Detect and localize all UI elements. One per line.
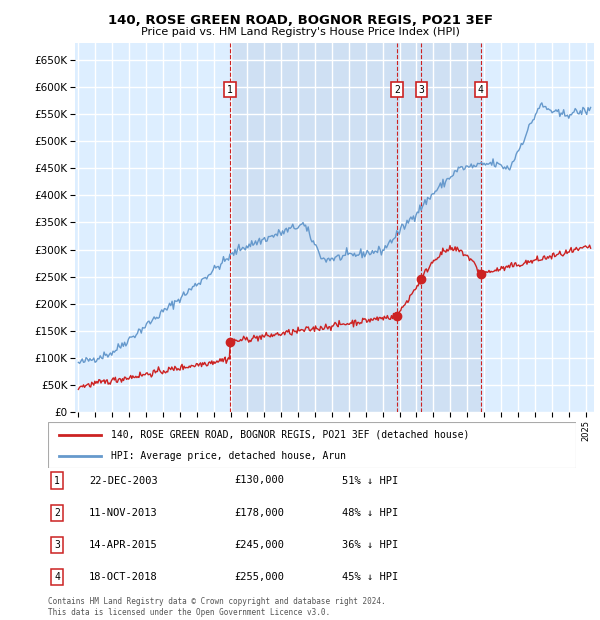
Text: HPI: Average price, detached house, Arun: HPI: Average price, detached house, Arun (112, 451, 346, 461)
Text: 14-APR-2015: 14-APR-2015 (89, 540, 158, 550)
Text: 140, ROSE GREEN ROAD, BOGNOR REGIS, PO21 3EF (detached house): 140, ROSE GREEN ROAD, BOGNOR REGIS, PO21… (112, 430, 470, 440)
Text: £130,000: £130,000 (234, 476, 284, 485)
Text: 45% ↓ HPI: 45% ↓ HPI (342, 572, 398, 582)
Text: Price paid vs. HM Land Registry's House Price Index (HPI): Price paid vs. HM Land Registry's House … (140, 27, 460, 37)
Text: 11-NOV-2013: 11-NOV-2013 (89, 508, 158, 518)
Text: 4: 4 (54, 572, 60, 582)
Text: 4: 4 (478, 84, 484, 94)
Text: 3: 3 (54, 540, 60, 550)
Text: 140, ROSE GREEN ROAD, BOGNOR REGIS, PO21 3EF: 140, ROSE GREEN ROAD, BOGNOR REGIS, PO21… (107, 14, 493, 27)
Text: 22-DEC-2003: 22-DEC-2003 (89, 476, 158, 485)
Text: Contains HM Land Registry data © Crown copyright and database right 2024.
This d: Contains HM Land Registry data © Crown c… (48, 598, 386, 617)
Text: 18-OCT-2018: 18-OCT-2018 (89, 572, 158, 582)
Text: £255,000: £255,000 (234, 572, 284, 582)
Text: 36% ↓ HPI: 36% ↓ HPI (342, 540, 398, 550)
Text: 48% ↓ HPI: 48% ↓ HPI (342, 508, 398, 518)
Text: 3: 3 (418, 84, 424, 94)
Text: 2: 2 (394, 84, 400, 94)
Text: £178,000: £178,000 (234, 508, 284, 518)
Text: 2: 2 (54, 508, 60, 518)
Text: 1: 1 (54, 476, 60, 485)
Text: £245,000: £245,000 (234, 540, 284, 550)
Text: 1: 1 (227, 84, 233, 94)
Text: 51% ↓ HPI: 51% ↓ HPI (342, 476, 398, 485)
Bar (230, 43, 481, 412)
